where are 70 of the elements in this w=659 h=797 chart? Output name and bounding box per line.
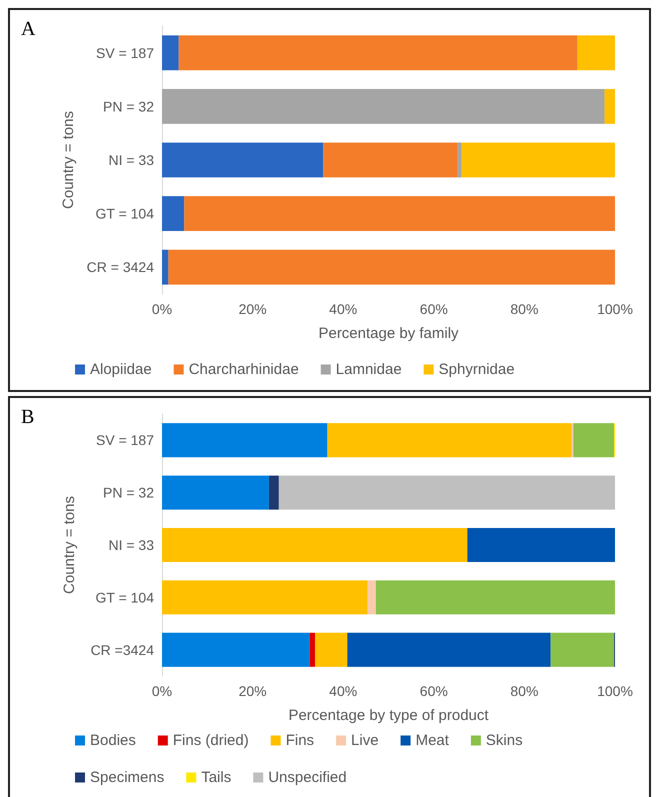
chart-title: B (21, 406, 34, 428)
bar (458, 142, 462, 178)
bar (162, 476, 269, 510)
bar (162, 632, 310, 667)
bar (467, 528, 615, 562)
x-tick-label: 100% (597, 683, 633, 699)
bar (310, 632, 316, 667)
legend-label: Bodies (90, 732, 136, 749)
y-tick-label: PN = 32 (103, 484, 154, 501)
legend-label: Charcharhinidae (188, 361, 299, 378)
legend-label: Alopiidae (90, 361, 152, 378)
x-tick-label: 40% (329, 683, 358, 699)
y-tick-label: GT = 104 (95, 206, 154, 222)
x-tick-label: 60% (420, 683, 448, 699)
bar (573, 423, 614, 458)
y-axis-title: Country = tons (61, 496, 78, 594)
y-axis-title: Country = tons (60, 111, 77, 209)
x-tick-label: 100% (597, 301, 633, 317)
legend-label: Skins (486, 732, 523, 749)
y-tick-label: CR = 3424 (86, 259, 154, 276)
bar (327, 423, 572, 458)
y-tick-label: NI = 33 (108, 537, 154, 553)
bar (278, 476, 615, 510)
legend-label: Unspecified (268, 769, 347, 786)
x-tick-label: 40% (329, 301, 358, 317)
x-tick-label: 0% (152, 683, 172, 699)
y-tick-label: NI = 33 (108, 152, 154, 168)
x-tick-label: 20% (238, 683, 267, 699)
bar (162, 35, 179, 70)
bar (550, 632, 614, 667)
y-tick-label: SV = 187 (96, 432, 154, 448)
bar (162, 142, 324, 178)
bar (162, 88, 605, 124)
legend-label: Specimens (90, 769, 164, 786)
legend-label: Sphyrnidae (438, 361, 515, 378)
legend-label: Meat (416, 732, 450, 749)
x-tick-label: 20% (238, 301, 267, 317)
bar (184, 196, 615, 232)
bar (461, 142, 615, 178)
bar (162, 196, 184, 232)
bar (315, 632, 348, 667)
x-axis-title: Percentage by family (318, 325, 460, 342)
bar (323, 142, 458, 178)
bar (577, 35, 615, 70)
bar (604, 88, 615, 124)
bar (268, 476, 279, 510)
y-tick-label: PN = 32 (103, 98, 154, 114)
legend-label: Fins (286, 732, 314, 749)
legend-label: Live (351, 732, 379, 749)
y-tick-label: GT = 104 (95, 589, 154, 606)
bar (162, 423, 328, 458)
bar (376, 580, 615, 614)
legend-label: Tails (201, 769, 232, 786)
x-tick-label: 80% (510, 301, 538, 317)
bar (178, 35, 578, 70)
bar (162, 250, 168, 285)
bar (368, 580, 376, 614)
bar (162, 580, 368, 614)
bar (347, 632, 551, 667)
x-tick-label: 60% (420, 301, 448, 317)
y-tick-label: SV = 187 (96, 44, 154, 61)
legend-label: Fins (dried) (172, 732, 249, 749)
bar (168, 250, 615, 285)
y-tick-label: CR =3424 (90, 642, 154, 658)
x-axis-title: Percentage by type of product (288, 707, 490, 724)
bar (162, 528, 468, 562)
chart-title: A (21, 18, 36, 40)
x-tick-label: 0% (152, 301, 172, 317)
x-tick-label: 80% (510, 683, 538, 699)
legend-label: Lamnidae (336, 361, 402, 378)
